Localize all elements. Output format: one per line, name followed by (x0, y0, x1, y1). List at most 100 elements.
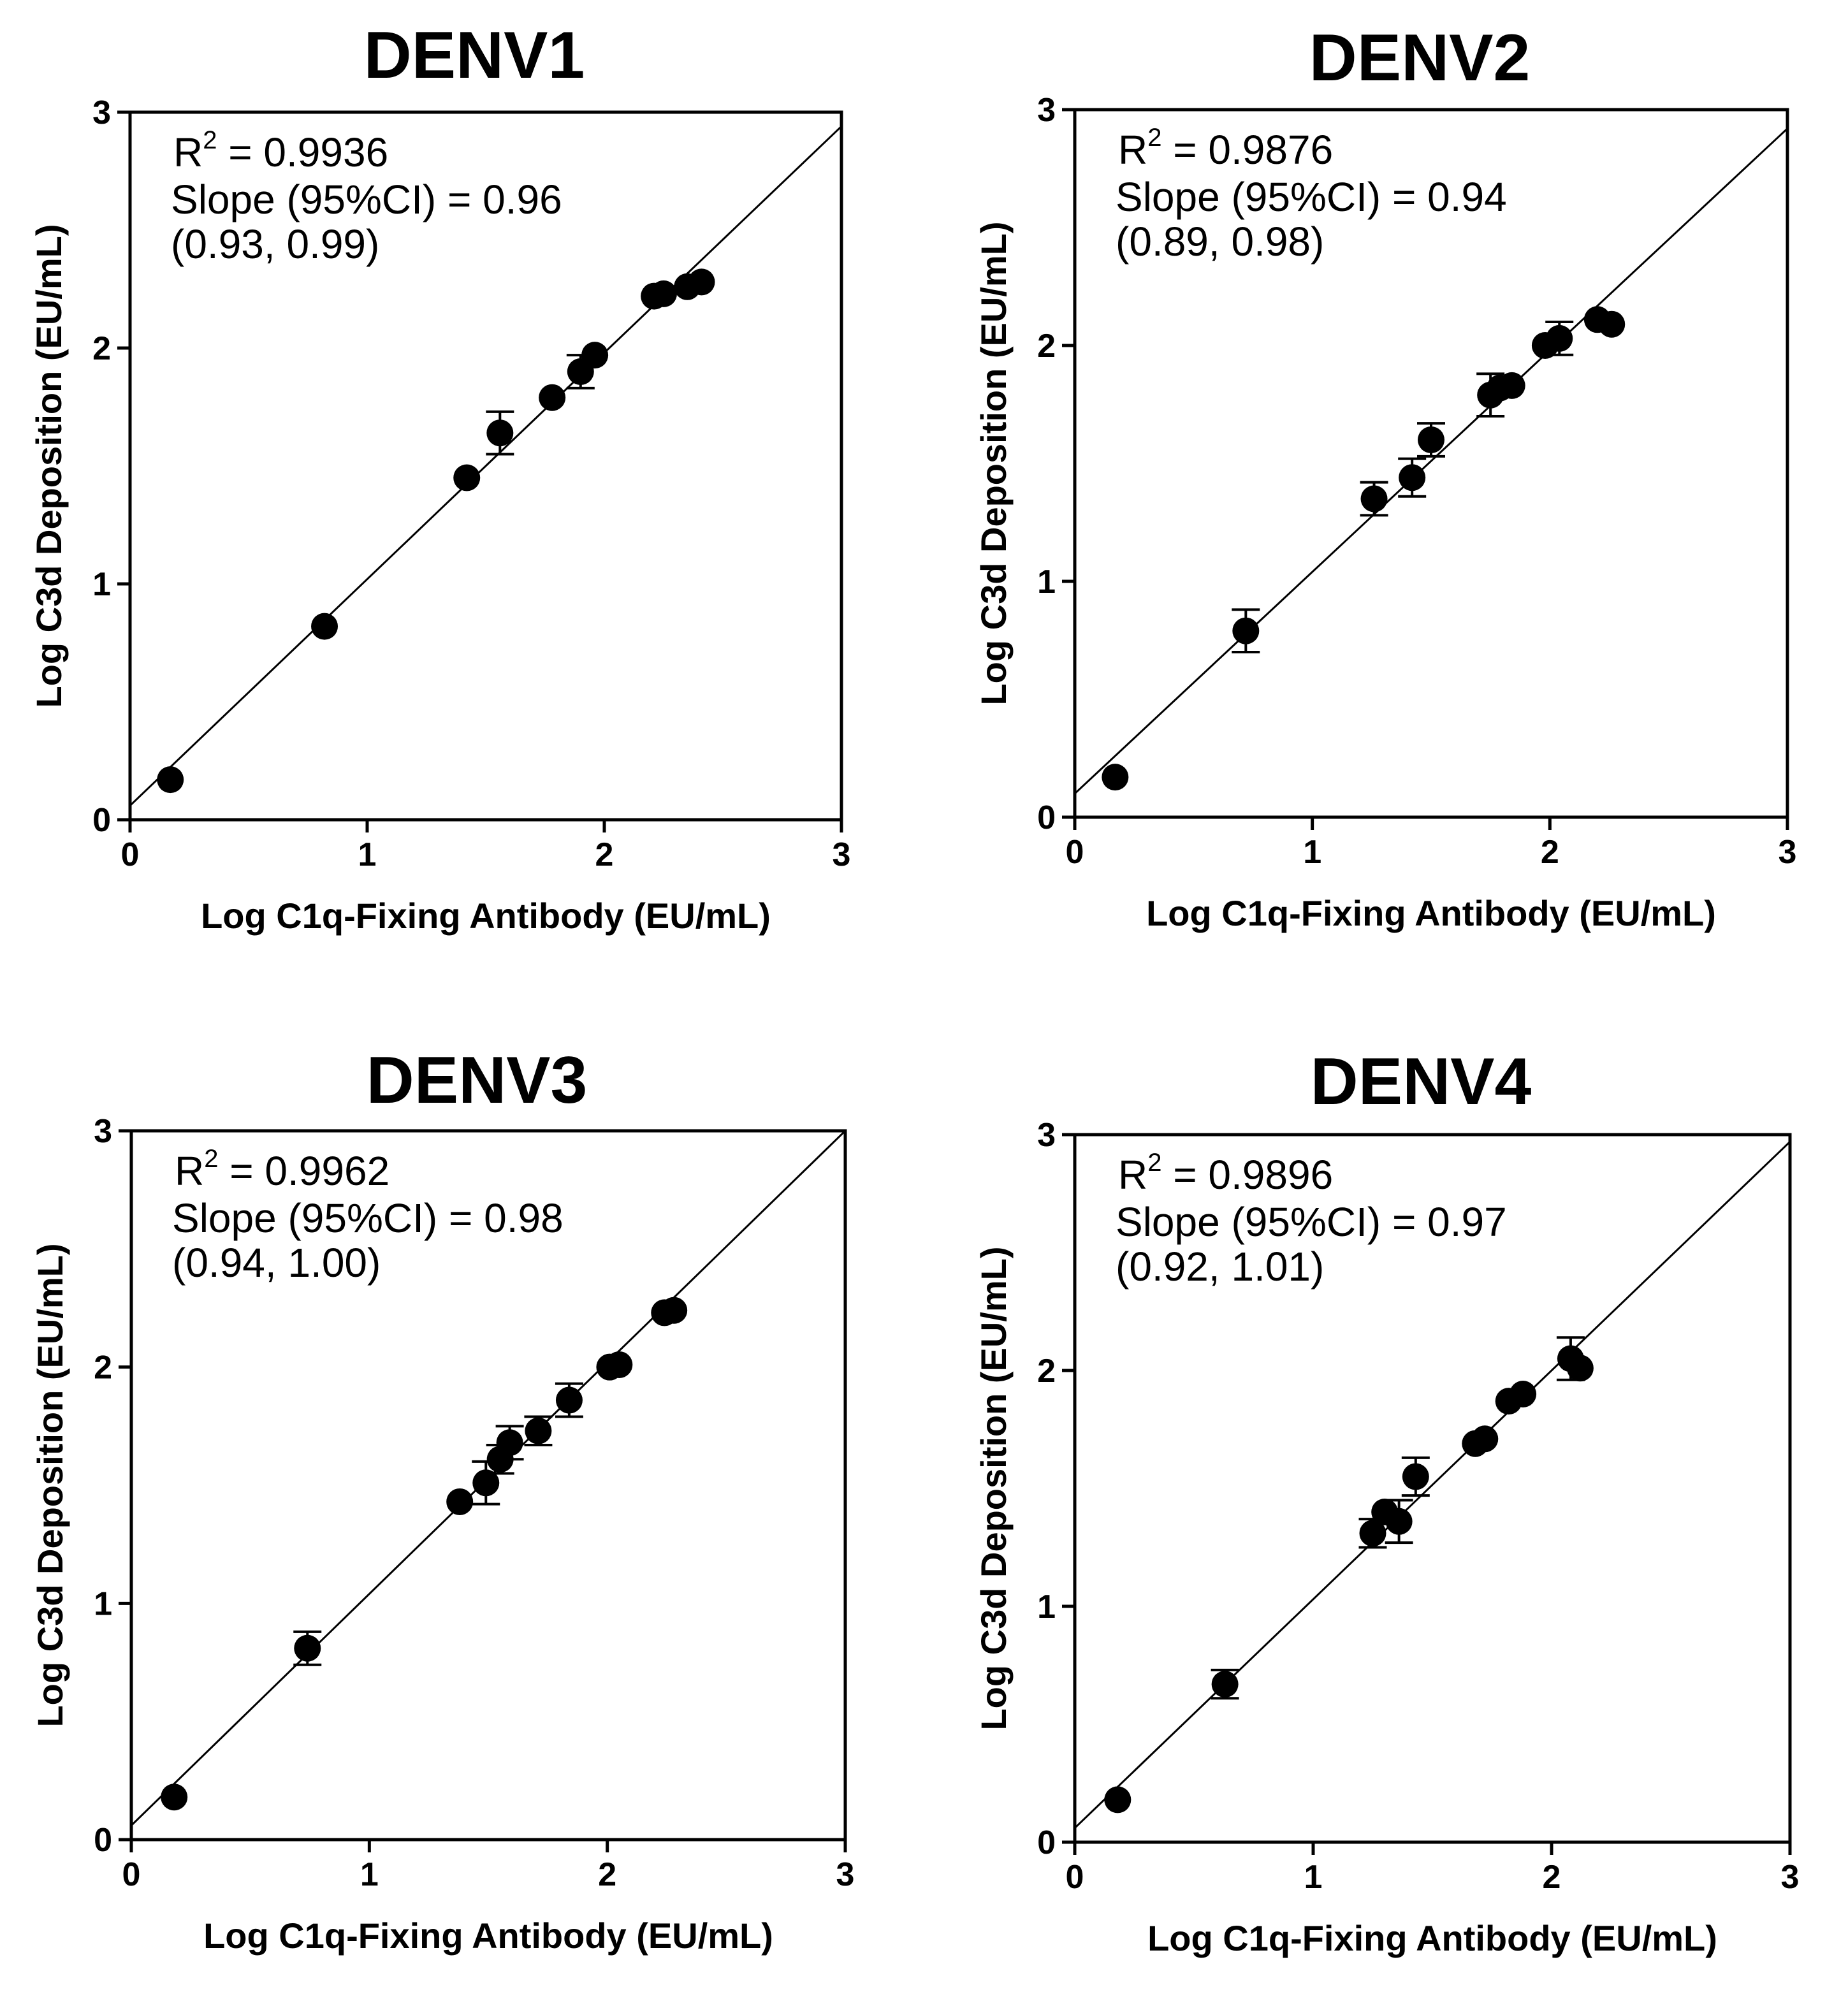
y-axis-label: Log C3d Deposition (EU/mL) (30, 1243, 70, 1727)
y-tick-label: 2 (92, 330, 111, 367)
y-tick-label: 2 (94, 1349, 112, 1386)
panel-4: DENV4 0 1 2 3 0 1 2 3 Log C1q-Fixing Antibody (EU… (973, 1045, 1799, 1958)
y-axis-label: Log C3d Deposition (EU/mL) (973, 1246, 1014, 1730)
slope-annotation: Slope (95%CI) = 0.96 (171, 177, 562, 222)
plot-frame (1073, 108, 1789, 819)
r-squared-value: = 0.9936 (217, 129, 388, 175)
r-squared-superscript: 2 (1147, 124, 1161, 152)
data-point (1104, 1786, 1131, 1813)
data-point (1471, 1425, 1499, 1453)
panel-title: DENV1 (364, 18, 585, 92)
x-axis-label: Log C1q-Fixing Antibody (EU/mL) (203, 1915, 773, 1956)
r-squared-label: R (175, 1148, 204, 1194)
x-tick-label: 1 (1303, 834, 1321, 871)
y-tick-label: 2 (1037, 1353, 1056, 1390)
fit-line (1075, 127, 1787, 795)
panel-3: DENV3 0 1 2 3 0 1 2 3 Log C1q-Fixing Antibody (EU… (30, 1043, 854, 1956)
data-point (1102, 764, 1129, 791)
data-point (453, 464, 481, 491)
x-tick-label: 3 (1781, 1859, 1800, 1896)
data-point (1211, 1671, 1239, 1698)
r-squared-annotation: R2 = 0.9876 (1118, 124, 1333, 173)
slope-annotation: Slope (95%CI) = 0.94 (1116, 174, 1507, 220)
y-tick-label: 1 (1037, 563, 1056, 600)
y-tick-label: 0 (1037, 1824, 1056, 1861)
x-tick-label: 0 (121, 836, 140, 873)
ci-annotation: (0.92, 1.01) (1116, 1244, 1324, 1290)
x-tick-label: 0 (122, 1856, 141, 1893)
plot-frame (129, 1129, 847, 1842)
r-squared-superscript: 2 (1147, 1149, 1161, 1177)
y-tick-label: 3 (92, 94, 111, 131)
panel-title: DENV3 (367, 1043, 588, 1117)
data-point (1418, 426, 1444, 453)
y-tick-label: 1 (1037, 1588, 1056, 1625)
data-point (294, 1634, 321, 1662)
y-tick-label: 0 (1037, 799, 1056, 836)
data-point (555, 1386, 583, 1414)
r-squared-superscript: 2 (203, 126, 217, 154)
x-tick-label: 2 (1543, 1859, 1561, 1896)
y-axis-label: Log C3d Deposition (EU/mL) (29, 224, 69, 708)
plot-frame (128, 110, 843, 822)
y-axis-label: Log C3d Deposition (EU/mL) (973, 221, 1014, 705)
data-point (161, 1784, 188, 1811)
data-point (472, 1469, 500, 1497)
data-point (1498, 372, 1525, 399)
y-tick-label: 0 (94, 1822, 112, 1859)
y-tick-label: 3 (94, 1113, 112, 1150)
x-axis-label: Log C1q-Fixing Antibody (EU/mL) (1146, 893, 1716, 933)
data-point (1360, 485, 1388, 512)
y-tick-label: 3 (1037, 92, 1056, 129)
panel-title: DENV2 (1309, 21, 1531, 95)
x-tick-label: 3 (1779, 834, 1797, 871)
data-point (1385, 1508, 1413, 1535)
data-point (650, 280, 677, 307)
data-point (311, 613, 338, 640)
x-tick-label: 1 (358, 836, 377, 873)
data-point (539, 384, 566, 411)
slope-annotation: Slope (95%CI) = 0.97 (1116, 1199, 1507, 1245)
data-point (1510, 1381, 1537, 1407)
panel-1: DENV1 0 1 2 3 0 1 2 3 Log C1q-Fixing Antibody (EU… (29, 18, 850, 936)
r-squared-label: R (173, 129, 203, 175)
panel-2: DENV2 0 1 2 3 0 1 2 3 Log C1q-Fixing Antibody (EU… (973, 21, 1796, 933)
data-point (1232, 617, 1260, 644)
r-squared-value: = 0.9962 (218, 1148, 389, 1194)
data-point (688, 268, 715, 296)
data-point (525, 1417, 552, 1444)
x-tick-label: 2 (595, 836, 614, 873)
data-point (606, 1351, 633, 1378)
y-tick-label: 1 (94, 1585, 112, 1622)
fit-line (1075, 1141, 1790, 1829)
r-squared-label: R (1118, 1152, 1147, 1198)
data-point (486, 419, 514, 447)
data-point (1399, 464, 1426, 491)
data-point (496, 1429, 523, 1457)
data-point (660, 1297, 688, 1324)
x-tick-label: 0 (1066, 1859, 1084, 1896)
x-tick-label: 1 (1304, 1859, 1323, 1896)
fit-line (130, 126, 841, 806)
r-squared-value: = 0.9896 (1161, 1152, 1333, 1198)
x-tick-label: 2 (1541, 834, 1559, 871)
data-point (1359, 1520, 1386, 1547)
data-point (1598, 310, 1626, 338)
y-tick-label: 0 (92, 802, 111, 839)
r-squared-annotation: R2 = 0.9936 (173, 126, 388, 175)
x-tick-label: 2 (598, 1856, 616, 1893)
ci-annotation: (0.94, 1.00) (172, 1240, 381, 1286)
y-tick-label: 2 (1037, 328, 1056, 365)
r-squared-annotation: R2 = 0.9896 (1118, 1149, 1333, 1198)
slope-annotation: Slope (95%CI) = 0.98 (172, 1195, 564, 1241)
ci-annotation: (0.93, 0.99) (171, 221, 379, 267)
plot-frame (1073, 1133, 1792, 1844)
x-tick-label: 1 (360, 1856, 379, 1893)
x-tick-label: 3 (833, 836, 851, 873)
r-squared-label: R (1118, 127, 1147, 173)
ci-annotation: (0.89, 0.98) (1116, 219, 1324, 265)
data-point (1402, 1463, 1429, 1490)
x-axis-label: Log C1q-Fixing Antibody (EU/mL) (201, 896, 771, 936)
r-squared-superscript: 2 (204, 1145, 218, 1173)
